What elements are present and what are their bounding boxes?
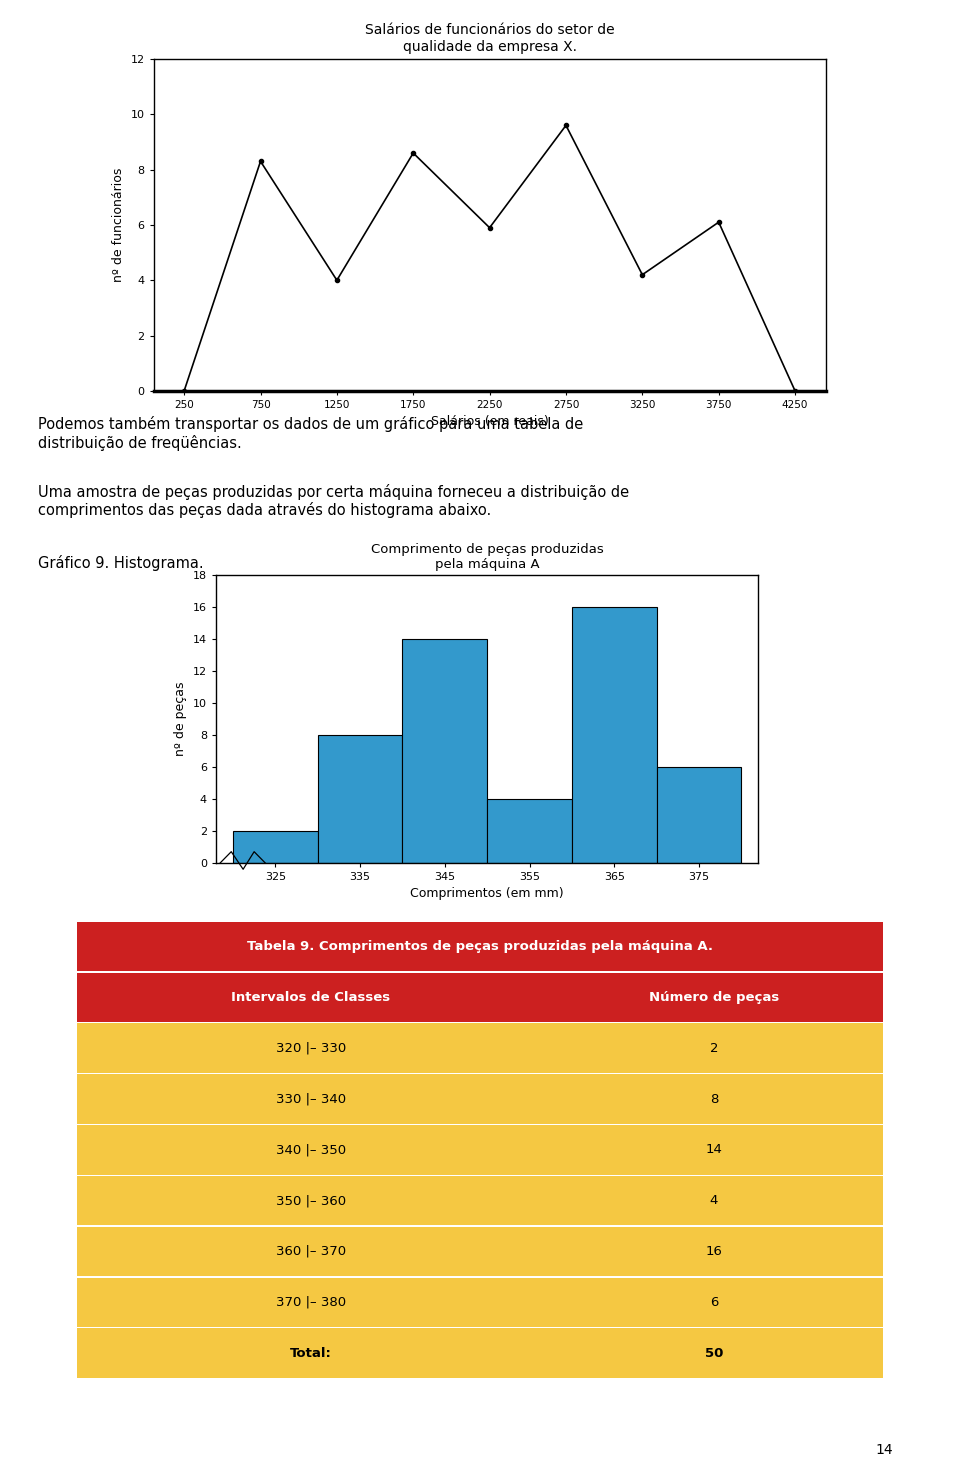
Text: 330 |– 340: 330 |– 340 <box>276 1093 346 1105</box>
Bar <box>318 735 402 863</box>
Bar <box>77 972 544 1022</box>
Bar <box>544 1329 883 1378</box>
Text: Gráfico 9. Histograma.: Gráfico 9. Histograma. <box>38 555 204 571</box>
Bar <box>544 1074 883 1124</box>
Text: Total:: Total: <box>290 1347 331 1360</box>
Text: Tabela 9. Comprimentos de peças produzidas pela máquina A.: Tabela 9. Comprimentos de peças produzid… <box>247 940 713 953</box>
Text: 4: 4 <box>709 1195 718 1207</box>
Bar <box>572 608 657 863</box>
Text: 2: 2 <box>709 1041 718 1055</box>
Bar <box>77 1176 544 1226</box>
Bar <box>544 1227 883 1276</box>
Bar <box>544 1125 883 1174</box>
Bar <box>77 1277 544 1328</box>
Text: 370 |– 380: 370 |– 380 <box>276 1295 346 1308</box>
Text: 16: 16 <box>706 1245 722 1258</box>
Bar <box>402 639 488 863</box>
Bar <box>544 972 883 1022</box>
Text: Podemos também transportar os dados de um gráfico para uma tabela de
distribuiçã: Podemos também transportar os dados de u… <box>38 416 584 450</box>
Text: 8: 8 <box>709 1093 718 1105</box>
Bar <box>488 799 572 863</box>
X-axis label: Salários (em reais): Salários (em reais) <box>431 416 548 428</box>
Text: 350 |– 360: 350 |– 360 <box>276 1195 346 1207</box>
Text: 6: 6 <box>709 1295 718 1308</box>
Bar <box>77 1125 544 1174</box>
Text: Uma amostra de peças produzidas por certa máquina forneceu a distribuição de
com: Uma amostra de peças produzidas por cert… <box>38 484 630 518</box>
Text: 340 |– 350: 340 |– 350 <box>276 1143 346 1156</box>
Text: 50: 50 <box>705 1347 723 1360</box>
Bar <box>544 1277 883 1328</box>
Bar <box>77 1227 544 1276</box>
Text: Intervalos de Classes: Intervalos de Classes <box>231 991 390 1004</box>
Bar <box>657 767 741 863</box>
Text: 360 |– 370: 360 |– 370 <box>276 1245 346 1258</box>
Title: Salários de funcionários do setor de
qualidade da empresa X.: Salários de funcionários do setor de qua… <box>365 24 614 53</box>
Text: 14: 14 <box>876 1444 893 1457</box>
Text: Número de peças: Número de peças <box>649 991 779 1004</box>
Bar <box>77 1329 544 1378</box>
Bar <box>77 1024 544 1072</box>
Bar <box>77 922 883 972</box>
Y-axis label: nº de funcionários: nº de funcionários <box>112 168 125 282</box>
Text: 320 |– 330: 320 |– 330 <box>276 1041 346 1055</box>
X-axis label: Comprimentos (em mm): Comprimentos (em mm) <box>410 888 564 900</box>
Bar <box>544 1176 883 1226</box>
Bar <box>544 1024 883 1072</box>
Bar <box>77 1074 544 1124</box>
Title: Comprimento de peças produzidas
pela máquina A: Comprimento de peças produzidas pela máq… <box>371 543 604 571</box>
Y-axis label: nº de peças: nº de peças <box>175 681 187 757</box>
Bar <box>233 830 318 863</box>
Text: 14: 14 <box>706 1143 722 1156</box>
